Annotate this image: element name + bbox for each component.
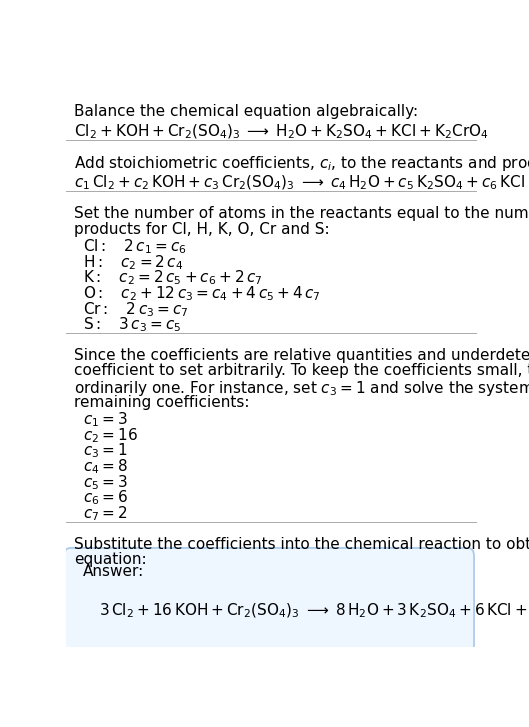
Text: $\mathrm{O:} \quad c_2 + 12\,c_3 = c_4 + 4\,c_5 + 4\,c_7$: $\mathrm{O:} \quad c_2 + 12\,c_3 = c_4 +… <box>83 284 321 303</box>
Text: $c_1 = 3$: $c_1 = 3$ <box>83 410 127 429</box>
Text: $\mathrm{S:} \quad 3\,c_3 = c_5$: $\mathrm{S:} \quad 3\,c_3 = c_5$ <box>83 316 181 334</box>
Text: Since the coefficients are relative quantities and underdetermined, choose a: Since the coefficients are relative quan… <box>74 348 529 363</box>
Text: Answer:: Answer: <box>83 564 144 579</box>
Text: $c_2 = 16$: $c_2 = 16$ <box>83 426 138 445</box>
Text: Set the number of atoms in the reactants equal to the number of atoms in the: Set the number of atoms in the reactants… <box>74 206 529 221</box>
Text: Add stoichiometric coefficients, $c_i$, to the reactants and products:: Add stoichiometric coefficients, $c_i$, … <box>74 154 529 174</box>
Text: $\mathrm{H:} \quad c_2 = 2\,c_4$: $\mathrm{H:} \quad c_2 = 2\,c_4$ <box>83 253 183 272</box>
Text: equation:: equation: <box>74 553 147 568</box>
Text: $\mathrm{Cl:} \quad 2\,c_1 = c_6$: $\mathrm{Cl:} \quad 2\,c_1 = c_6$ <box>83 237 186 256</box>
Text: $c_3 = 1$: $c_3 = 1$ <box>83 441 127 460</box>
Text: $c_6 = 6$: $c_6 = 6$ <box>83 489 127 507</box>
Text: $\mathrm{K:} \quad c_2 = 2\,c_5 + c_6 + 2\,c_7$: $\mathrm{K:} \quad c_2 = 2\,c_5 + c_6 + … <box>83 268 262 287</box>
Text: $\mathrm{Cr:} \quad 2\,c_3 = c_7$: $\mathrm{Cr:} \quad 2\,c_3 = c_7$ <box>83 300 188 318</box>
Text: coefficient to set arbitrarily. To keep the coefficients small, the arbitrary va: coefficient to set arbitrarily. To keep … <box>74 364 529 378</box>
Text: Substitute the coefficients into the chemical reaction to obtain the balanced: Substitute the coefficients into the che… <box>74 537 529 552</box>
Text: $c_7 = 2$: $c_7 = 2$ <box>83 505 127 523</box>
Text: $c_4 = 8$: $c_4 = 8$ <box>83 457 127 476</box>
Text: $c_1\,\mathrm{Cl_2} + c_2\,\mathrm{KOH} + c_3\,\mathrm{Cr_2(SO_4)_3} \;\longrigh: $c_1\,\mathrm{Cl_2} + c_2\,\mathrm{KOH} … <box>74 174 529 192</box>
Text: $c_5 = 3$: $c_5 = 3$ <box>83 473 127 491</box>
Text: $\mathrm{Cl_2 + KOH + Cr_2(SO_4)_3 \;\longrightarrow\; H_2O + K_2SO_4 + KCl + K_: $\mathrm{Cl_2 + KOH + Cr_2(SO_4)_3 \;\lo… <box>74 123 489 142</box>
Text: products for Cl, H, K, O, Cr and S:: products for Cl, H, K, O, Cr and S: <box>74 222 330 236</box>
Text: remaining coefficients:: remaining coefficients: <box>74 395 250 409</box>
Text: $3\,\mathrm{Cl_2} + 16\,\mathrm{KOH} + \mathrm{Cr_2(SO_4)_3} \;\longrightarrow\;: $3\,\mathrm{Cl_2} + 16\,\mathrm{KOH} + \… <box>99 601 529 619</box>
FancyBboxPatch shape <box>64 548 474 653</box>
Text: ordinarily one. For instance, set $c_3 = 1$ and solve the system of equations fo: ordinarily one. For instance, set $c_3 =… <box>74 379 529 398</box>
Text: Balance the chemical equation algebraically:: Balance the chemical equation algebraica… <box>74 104 418 119</box>
